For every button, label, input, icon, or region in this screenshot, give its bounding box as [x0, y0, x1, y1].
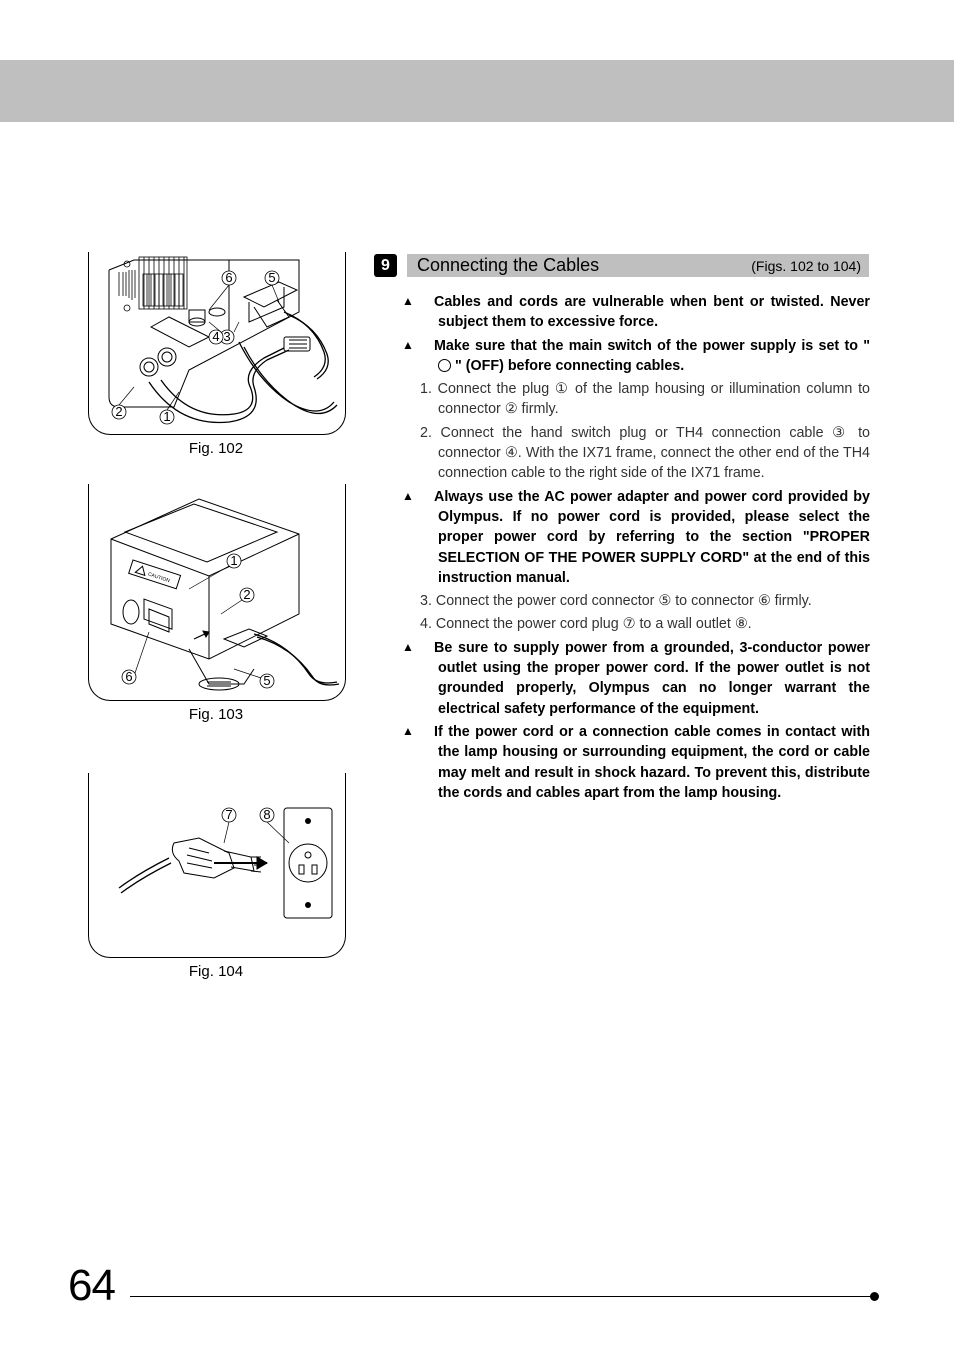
warning-icon: ▲ — [420, 488, 434, 505]
figure-102-svg: 2 1 3 4 5 6 — [89, 252, 345, 434]
text-a: Make sure that the main switch of the po… — [434, 338, 870, 354]
warning-line-5: ▲If the power cord or a connection cable… — [420, 722, 870, 803]
figure-103-caption: Fig. 103 — [88, 706, 344, 723]
text: Always use the AC power adapter and powe… — [434, 489, 870, 586]
section-figure-ref: (Figs. 102 to 104) — [751, 258, 861, 274]
footer-rule — [130, 1296, 872, 1297]
svg-text:3: 3 — [223, 329, 230, 344]
figure-102: 2 1 3 4 5 6 — [88, 252, 346, 435]
step-4: 4. Connect the power cord plug ⑦ to a wa… — [420, 614, 870, 634]
step-1: 1. Connect the plug ① of the lamp housin… — [420, 379, 870, 420]
content-area: ▲Cables and cords are vulnerable when be… — [420, 292, 870, 806]
warning-icon: ▲ — [420, 639, 434, 656]
svg-text:8: 8 — [263, 807, 270, 822]
svg-text:5: 5 — [263, 673, 270, 688]
section-title-bar: Connecting the Cables (Figs. 102 to 104) — [407, 254, 869, 277]
warning-icon: ▲ — [420, 337, 434, 354]
section-number: 9 — [374, 254, 397, 277]
svg-text:6: 6 — [225, 270, 232, 285]
text: Cables and cords are vulnerable when ben… — [434, 294, 870, 330]
warning-line-4: ▲Be sure to supply power from a grounded… — [420, 638, 870, 719]
warning-line-1: ▲Cables and cords are vulnerable when be… — [420, 292, 870, 333]
off-symbol-icon — [438, 359, 451, 372]
step-2: 2. Connect the hand switch plug or TH4 c… — [420, 423, 870, 484]
svg-text:5: 5 — [268, 270, 275, 285]
figure-104-caption: Fig. 104 — [88, 963, 344, 980]
figure-102-caption: Fig. 102 — [88, 440, 344, 457]
page-number: 64 — [68, 1261, 115, 1311]
svg-text:2: 2 — [115, 404, 122, 419]
figure-103: CAUTION 1 2 5 6 — [88, 484, 346, 701]
text: Be sure to supply power from a grounded,… — [434, 640, 870, 717]
footer-dot — [870, 1292, 879, 1301]
figure-104: 7 8 — [88, 773, 346, 958]
step-3: 3. Connect the power cord connector ⑤ to… — [420, 591, 870, 611]
text-b: " (OFF) before connecting cables. — [455, 358, 684, 374]
warning-icon: ▲ — [420, 723, 434, 740]
svg-text:7: 7 — [225, 807, 232, 822]
svg-text:2: 2 — [243, 587, 250, 602]
figure-104-svg: 7 8 — [89, 773, 345, 957]
warning-icon: ▲ — [420, 293, 434, 310]
warning-line-3: ▲Always use the AC power adapter and pow… — [420, 487, 870, 588]
svg-text:1: 1 — [230, 553, 237, 568]
svg-text:4: 4 — [212, 329, 219, 344]
svg-text:1: 1 — [163, 409, 170, 424]
svg-text:6: 6 — [125, 669, 132, 684]
section-title: Connecting the Cables — [417, 255, 751, 276]
header-bar — [0, 60, 954, 122]
warning-line-2: ▲Make sure that the main switch of the p… — [420, 336, 870, 377]
text: If the power cord or a connection cable … — [434, 724, 870, 801]
figure-103-svg: CAUTION 1 2 5 6 — [89, 484, 345, 700]
